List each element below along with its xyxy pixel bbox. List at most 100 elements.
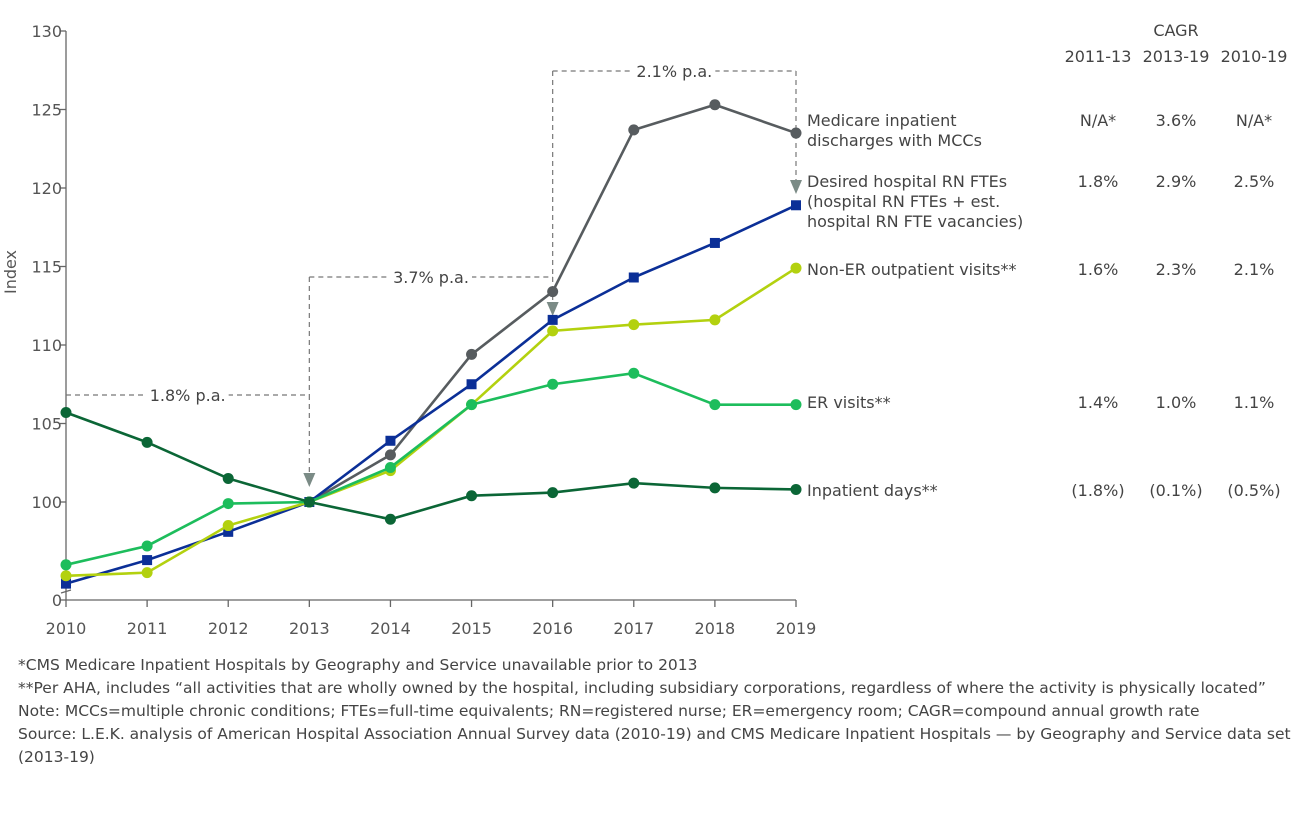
annotation-label: 3.7% p.a. bbox=[393, 268, 469, 287]
x-tick-label: 2016 bbox=[532, 619, 573, 638]
data-point bbox=[709, 482, 721, 494]
x-tick-label: 2017 bbox=[613, 619, 654, 638]
annotation-label-bg bbox=[633, 59, 716, 81]
data-point bbox=[628, 367, 640, 379]
data-point bbox=[466, 379, 477, 390]
data-point bbox=[60, 570, 72, 582]
data-point bbox=[628, 319, 640, 331]
annotation-label: 1.8% p.a. bbox=[150, 386, 226, 405]
cagr-value: 1.8% bbox=[1078, 172, 1119, 191]
data-point bbox=[547, 286, 559, 298]
cagr-column-header: 2013-19 bbox=[1143, 47, 1210, 66]
x-tick-label: 2012 bbox=[208, 619, 249, 638]
cagr-value: 2.1% bbox=[1234, 260, 1275, 279]
data-point bbox=[61, 578, 71, 589]
y-tick-label: 130 bbox=[31, 22, 62, 41]
arrow-down-icon bbox=[790, 180, 802, 194]
series-label: Medicare inpatient bbox=[807, 111, 957, 130]
data-point bbox=[223, 526, 234, 537]
data-point bbox=[142, 555, 153, 566]
cagr-value: (1.8%) bbox=[1071, 481, 1124, 500]
cagr-value: N/A* bbox=[1236, 111, 1272, 130]
y-tick-label: 125 bbox=[31, 101, 62, 120]
data-point bbox=[547, 314, 558, 325]
series-line bbox=[65, 204, 797, 585]
y-axis-label: Index bbox=[1, 250, 20, 294]
x-tick-label: 2015 bbox=[451, 619, 492, 638]
y-tick-label: 100 bbox=[31, 493, 62, 512]
cagr-title: CAGR bbox=[1153, 21, 1198, 40]
annotation-label-bg bbox=[146, 383, 229, 405]
cagr-column-header: 2011-13 bbox=[1065, 47, 1132, 66]
footnote-note: Note: MCCs=multiple chronic conditions; … bbox=[18, 702, 1200, 720]
cagr-value: (0.5%) bbox=[1227, 481, 1280, 500]
y-tick-label: 105 bbox=[31, 415, 62, 434]
series-line bbox=[65, 411, 797, 521]
data-point bbox=[790, 483, 802, 495]
data-point bbox=[141, 540, 153, 552]
footnote-aha: **Per AHA, includes “all activities that… bbox=[18, 679, 1266, 697]
series-label: (hospital RN FTEs + est. bbox=[807, 192, 1000, 211]
series-label: Non-ER outpatient visits** bbox=[807, 260, 1017, 279]
x-tick-label: 2011 bbox=[127, 619, 168, 638]
y-tick-label: 120 bbox=[31, 179, 62, 198]
data-point bbox=[790, 399, 802, 411]
data-point bbox=[466, 399, 478, 411]
data-point bbox=[790, 127, 802, 139]
y-tick-label: 0 bbox=[52, 591, 62, 610]
annotation-label-bg bbox=[390, 265, 472, 287]
data-point bbox=[60, 407, 72, 419]
data-point bbox=[222, 520, 234, 532]
x-tick-label: 2014 bbox=[370, 619, 411, 638]
data-point bbox=[709, 99, 721, 111]
series-line bbox=[65, 266, 797, 578]
data-point bbox=[384, 513, 396, 525]
data-point bbox=[60, 559, 72, 571]
data-point bbox=[141, 567, 153, 579]
series-label: ER visits** bbox=[807, 393, 891, 412]
y-tick-label: 115 bbox=[31, 258, 62, 277]
arrow-down-icon bbox=[546, 302, 559, 316]
x-tick-label: 2019 bbox=[776, 619, 817, 638]
data-point bbox=[628, 477, 640, 489]
footnotes: *CMS Medicare Inpatient Hospitals by Geo… bbox=[18, 654, 1298, 769]
cagr-value: 2.9% bbox=[1156, 172, 1197, 191]
cagr-value: 1.0% bbox=[1156, 393, 1197, 412]
series-line bbox=[65, 371, 796, 567]
data-point bbox=[547, 325, 559, 337]
data-point bbox=[790, 262, 802, 274]
data-point bbox=[141, 436, 153, 448]
cagr-value: 2.5% bbox=[1234, 172, 1275, 191]
x-tick-label: 2013 bbox=[289, 619, 330, 638]
data-point bbox=[547, 487, 559, 499]
line-chart: 0 100 105 110 115 120 125 130 Index 2010 2011 2012 2… bbox=[1, 21, 1288, 638]
data-point bbox=[709, 399, 721, 411]
annotation-label: 2.1% p.a. bbox=[636, 62, 712, 81]
series-label: Inpatient days** bbox=[807, 481, 938, 500]
data-point bbox=[222, 498, 234, 510]
cagr-value: (0.1%) bbox=[1149, 481, 1202, 500]
x-tick-label: 2018 bbox=[695, 619, 736, 638]
data-point bbox=[385, 435, 396, 446]
data-point bbox=[709, 237, 720, 248]
series-label: discharges with MCCs bbox=[807, 131, 982, 150]
data-point bbox=[628, 272, 639, 283]
cagr-value: 1.4% bbox=[1078, 393, 1119, 412]
arrow-down-icon bbox=[303, 473, 316, 487]
data-point bbox=[384, 449, 396, 461]
cagr-value: 3.6% bbox=[1156, 111, 1197, 130]
data-point bbox=[628, 124, 640, 136]
cagr-column-header: 2010-19 bbox=[1221, 47, 1288, 66]
cagr-value: 2.3% bbox=[1156, 260, 1197, 279]
data-point bbox=[466, 348, 478, 360]
footnote-source: Source: L.E.K. analysis of American Hosp… bbox=[18, 725, 1291, 766]
data-point bbox=[466, 490, 478, 502]
data-point bbox=[303, 496, 315, 508]
cagr-value: 1.1% bbox=[1234, 393, 1275, 412]
series-label: hospital RN FTE vacancies) bbox=[807, 212, 1023, 231]
footnote-cms: *CMS Medicare Inpatient Hospitals by Geo… bbox=[18, 656, 698, 674]
data-point bbox=[791, 200, 801, 211]
data-point bbox=[709, 314, 721, 326]
data-point bbox=[384, 461, 396, 473]
y-tick-label: 110 bbox=[31, 336, 62, 355]
